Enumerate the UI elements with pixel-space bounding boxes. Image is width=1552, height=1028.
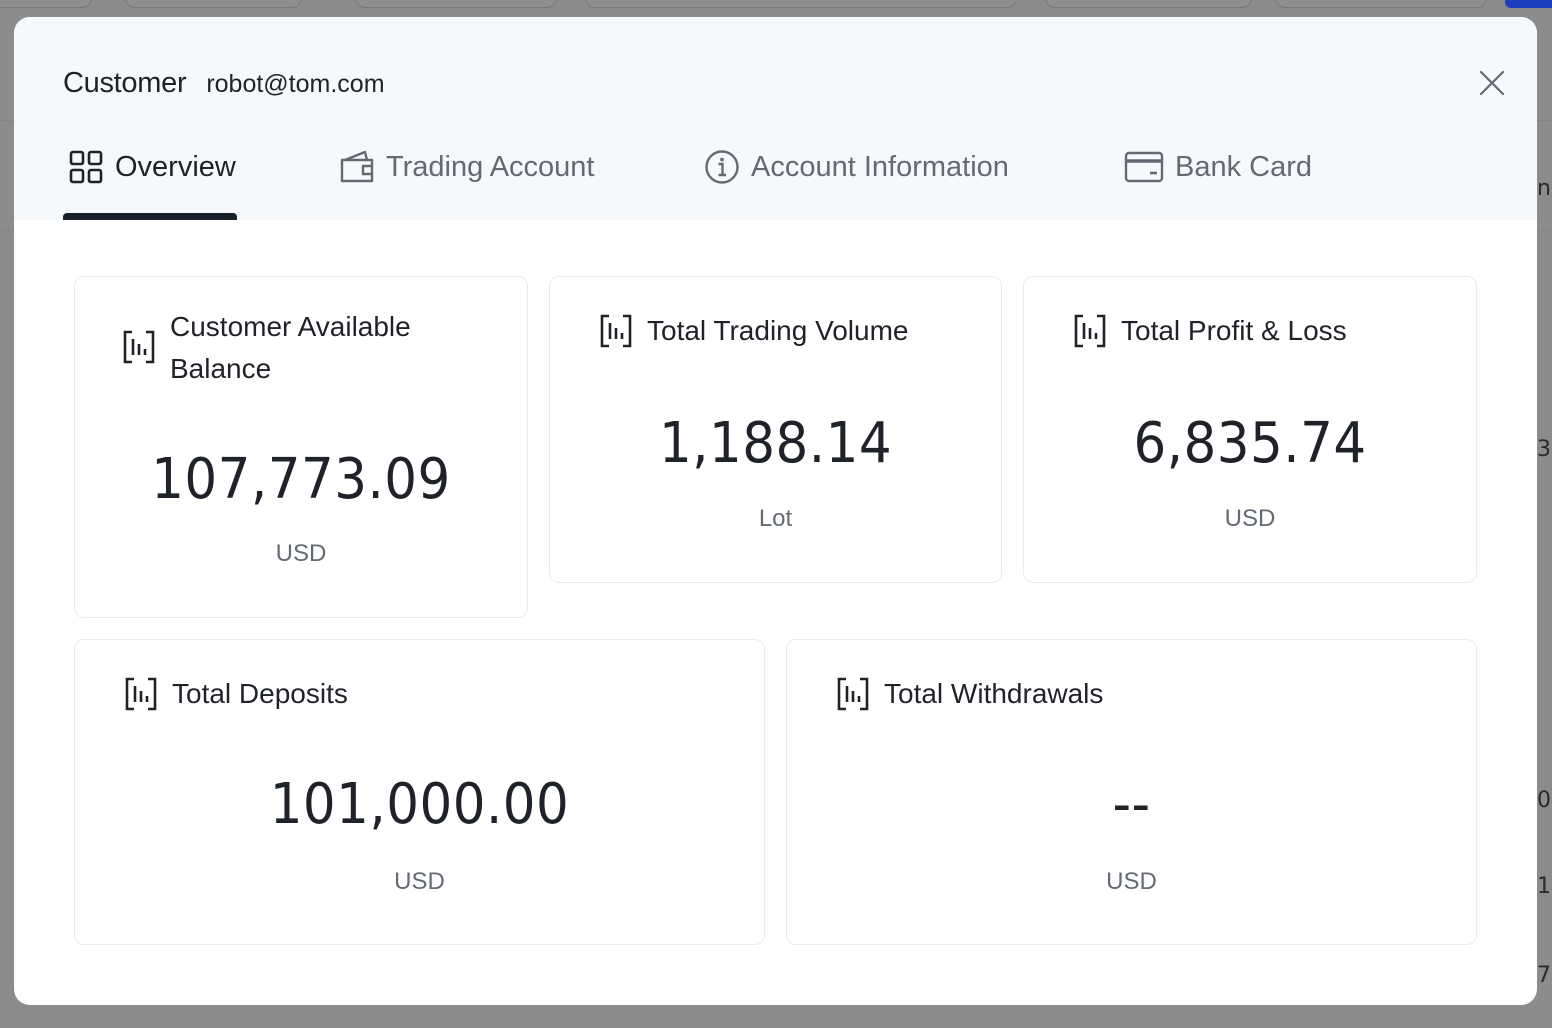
- card-title-line: Balance: [170, 353, 272, 384]
- card-title: Total Deposits: [172, 678, 348, 709]
- title-label: Customer: [63, 67, 187, 99]
- tab-bar: Overview Trading Account: [63, 145, 1463, 220]
- card-title: Total Trading Volume: [647, 315, 909, 346]
- card-unit: USD: [1224, 505, 1276, 532]
- card-value: 6,835.74: [1133, 411, 1367, 476]
- tab-label: Overview: [115, 150, 236, 183]
- modal-header: Customer robot@tom.com Overview: [14, 17, 1537, 220]
- stat-card-profit-loss: Total Profit & Loss 6,835.74 USD: [1023, 276, 1477, 583]
- stat-card-available-balance: Customer Available Balance 107,773.09 US…: [74, 276, 528, 618]
- close-icon: [1479, 70, 1505, 96]
- card-header: Total Deposits: [125, 673, 348, 715]
- card-value: 107,773.09: [151, 447, 451, 512]
- card-unit: USD: [1106, 868, 1157, 895]
- tab-overview[interactable]: Overview: [68, 145, 236, 189]
- tab-trading-account[interactable]: Trading Account: [339, 145, 595, 189]
- card-value: 1,188.14: [658, 411, 893, 476]
- customer-modal: Customer robot@tom.com Overview: [14, 17, 1537, 1005]
- backdrop-toolbar: [0, 0, 1552, 12]
- backdrop-pill: [355, 0, 557, 8]
- backdrop-cell-text: 1': [1537, 874, 1552, 899]
- card-title: Total Withdrawals: [884, 678, 1104, 709]
- backdrop-pill: [585, 0, 1017, 8]
- chart-icon: [837, 677, 869, 711]
- chart-icon: [125, 677, 157, 711]
- stat-card-trading-volume: Total Trading Volume 1,188.14 Lot: [549, 276, 1002, 583]
- backdrop-pill: [0, 0, 92, 8]
- card-header: Total Profit & Loss: [1074, 310, 1347, 352]
- card-value: 101,000.00: [269, 772, 570, 837]
- tab-label: Bank Card: [1175, 150, 1313, 183]
- chart-icon: [600, 314, 632, 348]
- card-icon: [1124, 149, 1164, 185]
- stat-card-total-deposits: Total Deposits 101,000.00 USD: [74, 639, 765, 945]
- tab-label: Account Information: [751, 150, 1009, 183]
- card-title: Total Profit & Loss: [1121, 315, 1347, 346]
- card-value: --: [1112, 772, 1151, 837]
- grid-icon: [68, 149, 104, 185]
- backdrop-cell-text: 33: [1537, 437, 1552, 462]
- customer-email: robot@tom.com: [206, 70, 385, 98]
- stat-card-total-withdrawals: Total Withdrawals -- USD: [786, 639, 1477, 945]
- chart-icon: [123, 330, 155, 364]
- card-header: Customer Available Balance: [123, 306, 411, 390]
- backdrop-primary-button: [1505, 0, 1552, 8]
- card-title: Customer Available Balance: [170, 306, 411, 390]
- card-header: Total Withdrawals: [837, 673, 1103, 715]
- card-unit: USD: [394, 868, 445, 895]
- card-title-line: Customer Available: [170, 311, 411, 342]
- backdrop-pill: [1275, 0, 1487, 8]
- wallet-icon: [339, 149, 375, 185]
- modal-title: Customer robot@tom.com: [63, 67, 385, 100]
- backdrop-cell-text: n: [1537, 176, 1551, 201]
- chart-icon: [1074, 314, 1106, 348]
- tab-bank-card[interactable]: Bank Card: [1124, 145, 1312, 189]
- backdrop-pill: [1045, 0, 1252, 8]
- tab-account-information[interactable]: Account Information: [704, 145, 1009, 189]
- card-unit: USD: [275, 540, 327, 567]
- card-unit: Lot: [758, 505, 793, 532]
- card-header: Total Trading Volume: [600, 310, 909, 352]
- backdrop-cell-text: 79: [1537, 963, 1552, 988]
- tab-label: Trading Account: [386, 150, 595, 183]
- backdrop-cell-text: 0,: [1537, 788, 1552, 813]
- info-icon: [704, 149, 740, 185]
- close-button[interactable]: [1474, 65, 1510, 101]
- active-tab-indicator: [63, 213, 237, 220]
- backdrop-pill: [125, 0, 302, 8]
